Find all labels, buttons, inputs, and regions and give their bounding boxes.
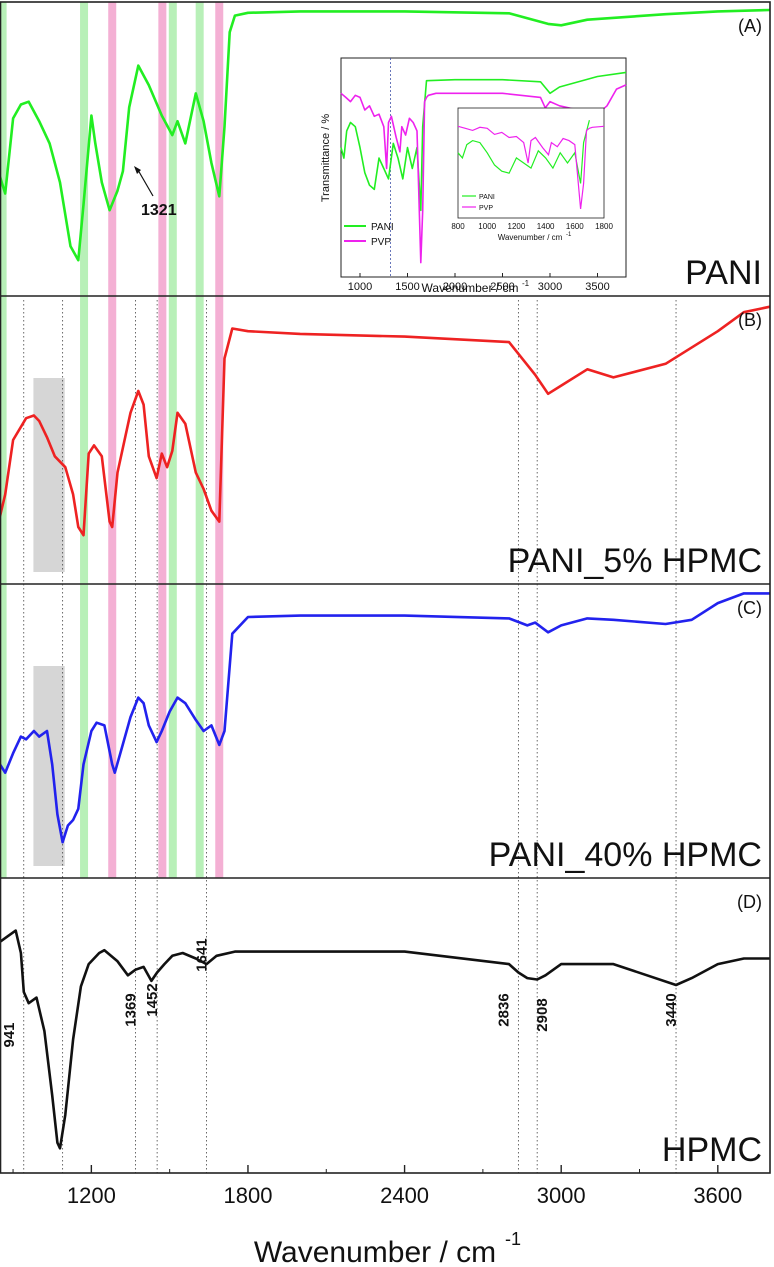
x-tick-label: 3600 <box>693 1183 742 1208</box>
spectrum-line-0 <box>0 8 771 262</box>
x-tick-label: 1800 <box>223 1183 272 1208</box>
sample-label: PANI <box>685 254 762 292</box>
pink-band-0 <box>108 2 117 878</box>
annotation-1321: 1321 <box>141 202 177 219</box>
gray-box-0 <box>33 378 65 572</box>
inset-x-title-sup: -1 <box>522 279 530 288</box>
zoom-x-tick-label: 1000 <box>478 222 496 231</box>
inset-x-title: Wavenumber / cm <box>422 281 519 295</box>
peak-label: 1369 <box>122 993 139 1026</box>
zoom-legend-label: PANI <box>479 194 495 201</box>
peak-label: 2836 <box>495 993 512 1026</box>
green-band-1 <box>80 2 89 878</box>
spectrum-line-3 <box>0 929 770 1150</box>
zoom-x-tick-label: 1400 <box>537 222 555 231</box>
sample-label: PANI_40% HPMC <box>489 836 762 874</box>
annotation-arrowhead <box>134 166 141 174</box>
spectrum-line-2 <box>0 592 770 844</box>
peak-label: 941 <box>1 1022 18 1047</box>
green-band-0 <box>0 2 7 878</box>
pink-band-1 <box>158 2 167 878</box>
peak-label: 3440 <box>663 993 680 1026</box>
spectra-curves <box>0 8 771 1150</box>
panel-tag: (B) <box>738 310 762 330</box>
reference-lines <box>23 300 677 1173</box>
green-band-3 <box>195 2 204 878</box>
peak-label: 2908 <box>534 998 551 1031</box>
zoom-x-tick-label: 1200 <box>508 222 526 231</box>
panel-tag: (C) <box>737 598 762 618</box>
panel-tag: (D) <box>737 892 762 912</box>
inset-legend-label: PANI <box>371 222 394 233</box>
gray-box-1 <box>33 666 65 866</box>
zoom-x-tick-label: 800 <box>451 222 465 231</box>
inset-x-tick-label: 1000 <box>348 281 372 293</box>
x-tick-label: 3000 <box>537 1183 586 1208</box>
zoom-legend-label: PVP <box>479 205 493 212</box>
zoom-x-tick-label: 1600 <box>566 222 584 231</box>
inset-x-tick-label: 3500 <box>585 281 609 293</box>
inset-x-tick-label: 2500 <box>490 281 514 293</box>
x-tick-label: 2400 <box>380 1183 429 1208</box>
outer-frame <box>0 1 771 1174</box>
inset-x-tick-label: 2000 <box>443 281 467 293</box>
panel-tag: (A) <box>738 16 762 36</box>
x-axis-title: Wavenumber / cm <box>254 1236 496 1267</box>
sample-label: HPMC <box>662 1131 762 1169</box>
inset-series-line-0 <box>340 71 627 212</box>
zoom-x-title: Wavenumber / cm <box>498 233 563 242</box>
zoom-inset-line-1 <box>457 125 605 209</box>
pink-band-2 <box>215 2 224 878</box>
zoom-x-title-sup: -1 <box>566 232 572 238</box>
inset-series-line-1 <box>340 84 627 264</box>
x-tick-label: 1200 <box>67 1183 116 1208</box>
sample-label: PANI_5% HPMC <box>508 542 762 580</box>
inset-x-tick-label: 1500 <box>395 281 419 293</box>
zoom-x-tick-label: 1800 <box>595 222 613 231</box>
x-axis: 1200 1800 2400 3000 3600 Wavenumber / cm -1 <box>12 1165 742 1267</box>
annotation-arrow <box>137 169 154 197</box>
inset-legend-label: PVP <box>371 237 391 248</box>
peak-label: 1641 <box>193 938 210 971</box>
peak-labels: 941 1369 1452 1641 2836 2908 3440 <box>1 938 680 1047</box>
plot-frame <box>0 1 771 1174</box>
peak-label: 1452 <box>144 983 161 1016</box>
spectrum-line-1 <box>0 305 771 537</box>
inset-y-title: Transmittance / % <box>320 114 332 202</box>
zoom-inset-line-0 <box>457 120 590 184</box>
inset-x-tick-label: 3000 <box>538 281 562 293</box>
x-axis-title-sup: -1 <box>505 1229 521 1249</box>
panel-labels: (A) PANI (B) PANI_5% HPMC (C) PANI_40% HPMC (D… <box>134 16 762 1169</box>
